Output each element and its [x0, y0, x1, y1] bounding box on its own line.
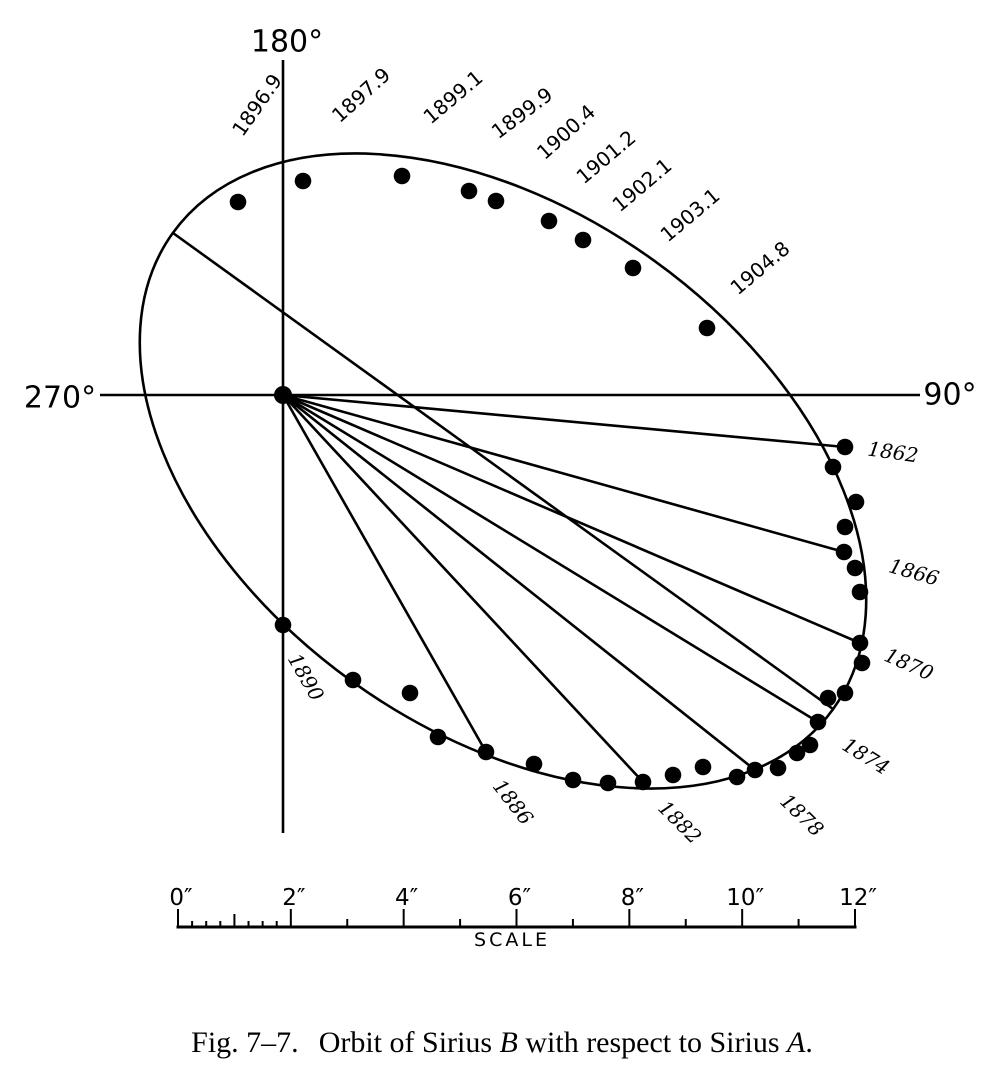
observation-dot [487, 192, 505, 210]
scale-tick-label-8: 8″ [621, 885, 645, 911]
scale-word: SCALE [474, 929, 550, 951]
observation-dot [788, 744, 806, 762]
observation-dot [824, 458, 842, 476]
epoch-label-1874: 1874 [838, 732, 894, 779]
scale-tick-label-0: 0″ [169, 885, 193, 911]
epoch-label-1862: 1862 [866, 437, 920, 468]
epoch-line-1874 [282, 393, 819, 724]
epoch-line-1878 [282, 393, 756, 772]
observation-dot [477, 743, 495, 761]
caption-text: Orbit of Sirius B with respect to Sirius… [319, 1026, 813, 1059]
observation-dot [624, 259, 642, 277]
observation-dot [574, 231, 592, 249]
epoch-line-1882 [282, 394, 644, 783]
figure-number: Fig. 7–7. [191, 1026, 299, 1059]
observation-dot [664, 766, 682, 784]
caption-segment: . [805, 1026, 813, 1059]
deg-label-180: 180° [251, 25, 323, 60]
observation-dot [429, 728, 447, 746]
observation-dot [728, 768, 746, 786]
observation-dot [836, 518, 854, 536]
observation-dot [847, 493, 865, 511]
observation-dot [694, 758, 712, 776]
epoch-label-1870: 1870 [881, 643, 938, 686]
sirius-a-dot [274, 386, 292, 404]
epoch-line-1866 [282, 393, 845, 554]
observation-dot [809, 713, 827, 731]
deg-label-270: 270° [24, 381, 96, 416]
observation-dot [836, 438, 854, 456]
epoch-line-1886 [281, 394, 488, 753]
scale-tick-label-4: 4″ [395, 885, 419, 911]
observation-dot [853, 654, 871, 672]
top-epoch-label-1902.1: 1902.1 [607, 153, 676, 216]
observation-dot [846, 559, 864, 577]
scale-tick-label-10: 10″ [726, 885, 764, 911]
major-axis-line [172, 231, 834, 711]
observation-dot [564, 771, 582, 789]
observation-dot [835, 543, 853, 561]
observation-dot [540, 212, 558, 230]
top-epoch-label-1904.8: 1904.8 [725, 236, 794, 299]
observation-dot [401, 684, 419, 702]
observation-dot [634, 773, 652, 791]
observation-dot [769, 759, 787, 777]
scale-tick-label-6: 6″ [508, 885, 532, 911]
top-epoch-label-1896.9: 1896.9 [227, 69, 287, 140]
top-epoch-label-1899.1: 1899.1 [418, 65, 487, 128]
top-epoch-label-1903.1: 1903.1 [655, 183, 724, 246]
observation-dot [801, 736, 819, 754]
observation-dot [746, 761, 764, 779]
caption-italic-segment: B [499, 1026, 518, 1059]
observation-dot [460, 182, 478, 200]
top-epoch-label-1897.9: 1897.9 [327, 63, 395, 128]
deg-label-90: 90° [923, 378, 976, 413]
observation-dot [698, 319, 716, 337]
figure-caption: Fig. 7–7. Orbit of Sirius B with respect … [0, 1026, 1004, 1061]
observation-dot [851, 634, 869, 652]
observation-dot [274, 616, 292, 634]
epoch-label-1886: 1886 [488, 775, 538, 830]
caption-segment: Orbit of Sirius [318, 1026, 500, 1059]
observation-dot [599, 774, 617, 792]
epoch-label-1878: 1878 [775, 789, 828, 842]
observation-dot [344, 671, 362, 689]
epoch-line-1870 [282, 393, 861, 645]
observation-dot [836, 684, 854, 702]
caption-italic-segment: A [787, 1026, 806, 1059]
epoch-label-1882: 1882 [654, 796, 707, 849]
observation-dot [229, 193, 247, 211]
observation-dot [294, 172, 312, 190]
caption-segment: with respect to Sirius [517, 1026, 787, 1059]
observation-dot [851, 583, 869, 601]
observation-dot [819, 689, 837, 707]
scale-tick-label-2: 2″ [282, 885, 306, 911]
observation-dot [525, 755, 543, 773]
observation-dot [393, 167, 411, 185]
scale-tick-label-12: 12″ [839, 885, 877, 911]
epoch-label-1866: 1866 [886, 553, 942, 590]
epoch-line-1862 [282, 393, 846, 449]
